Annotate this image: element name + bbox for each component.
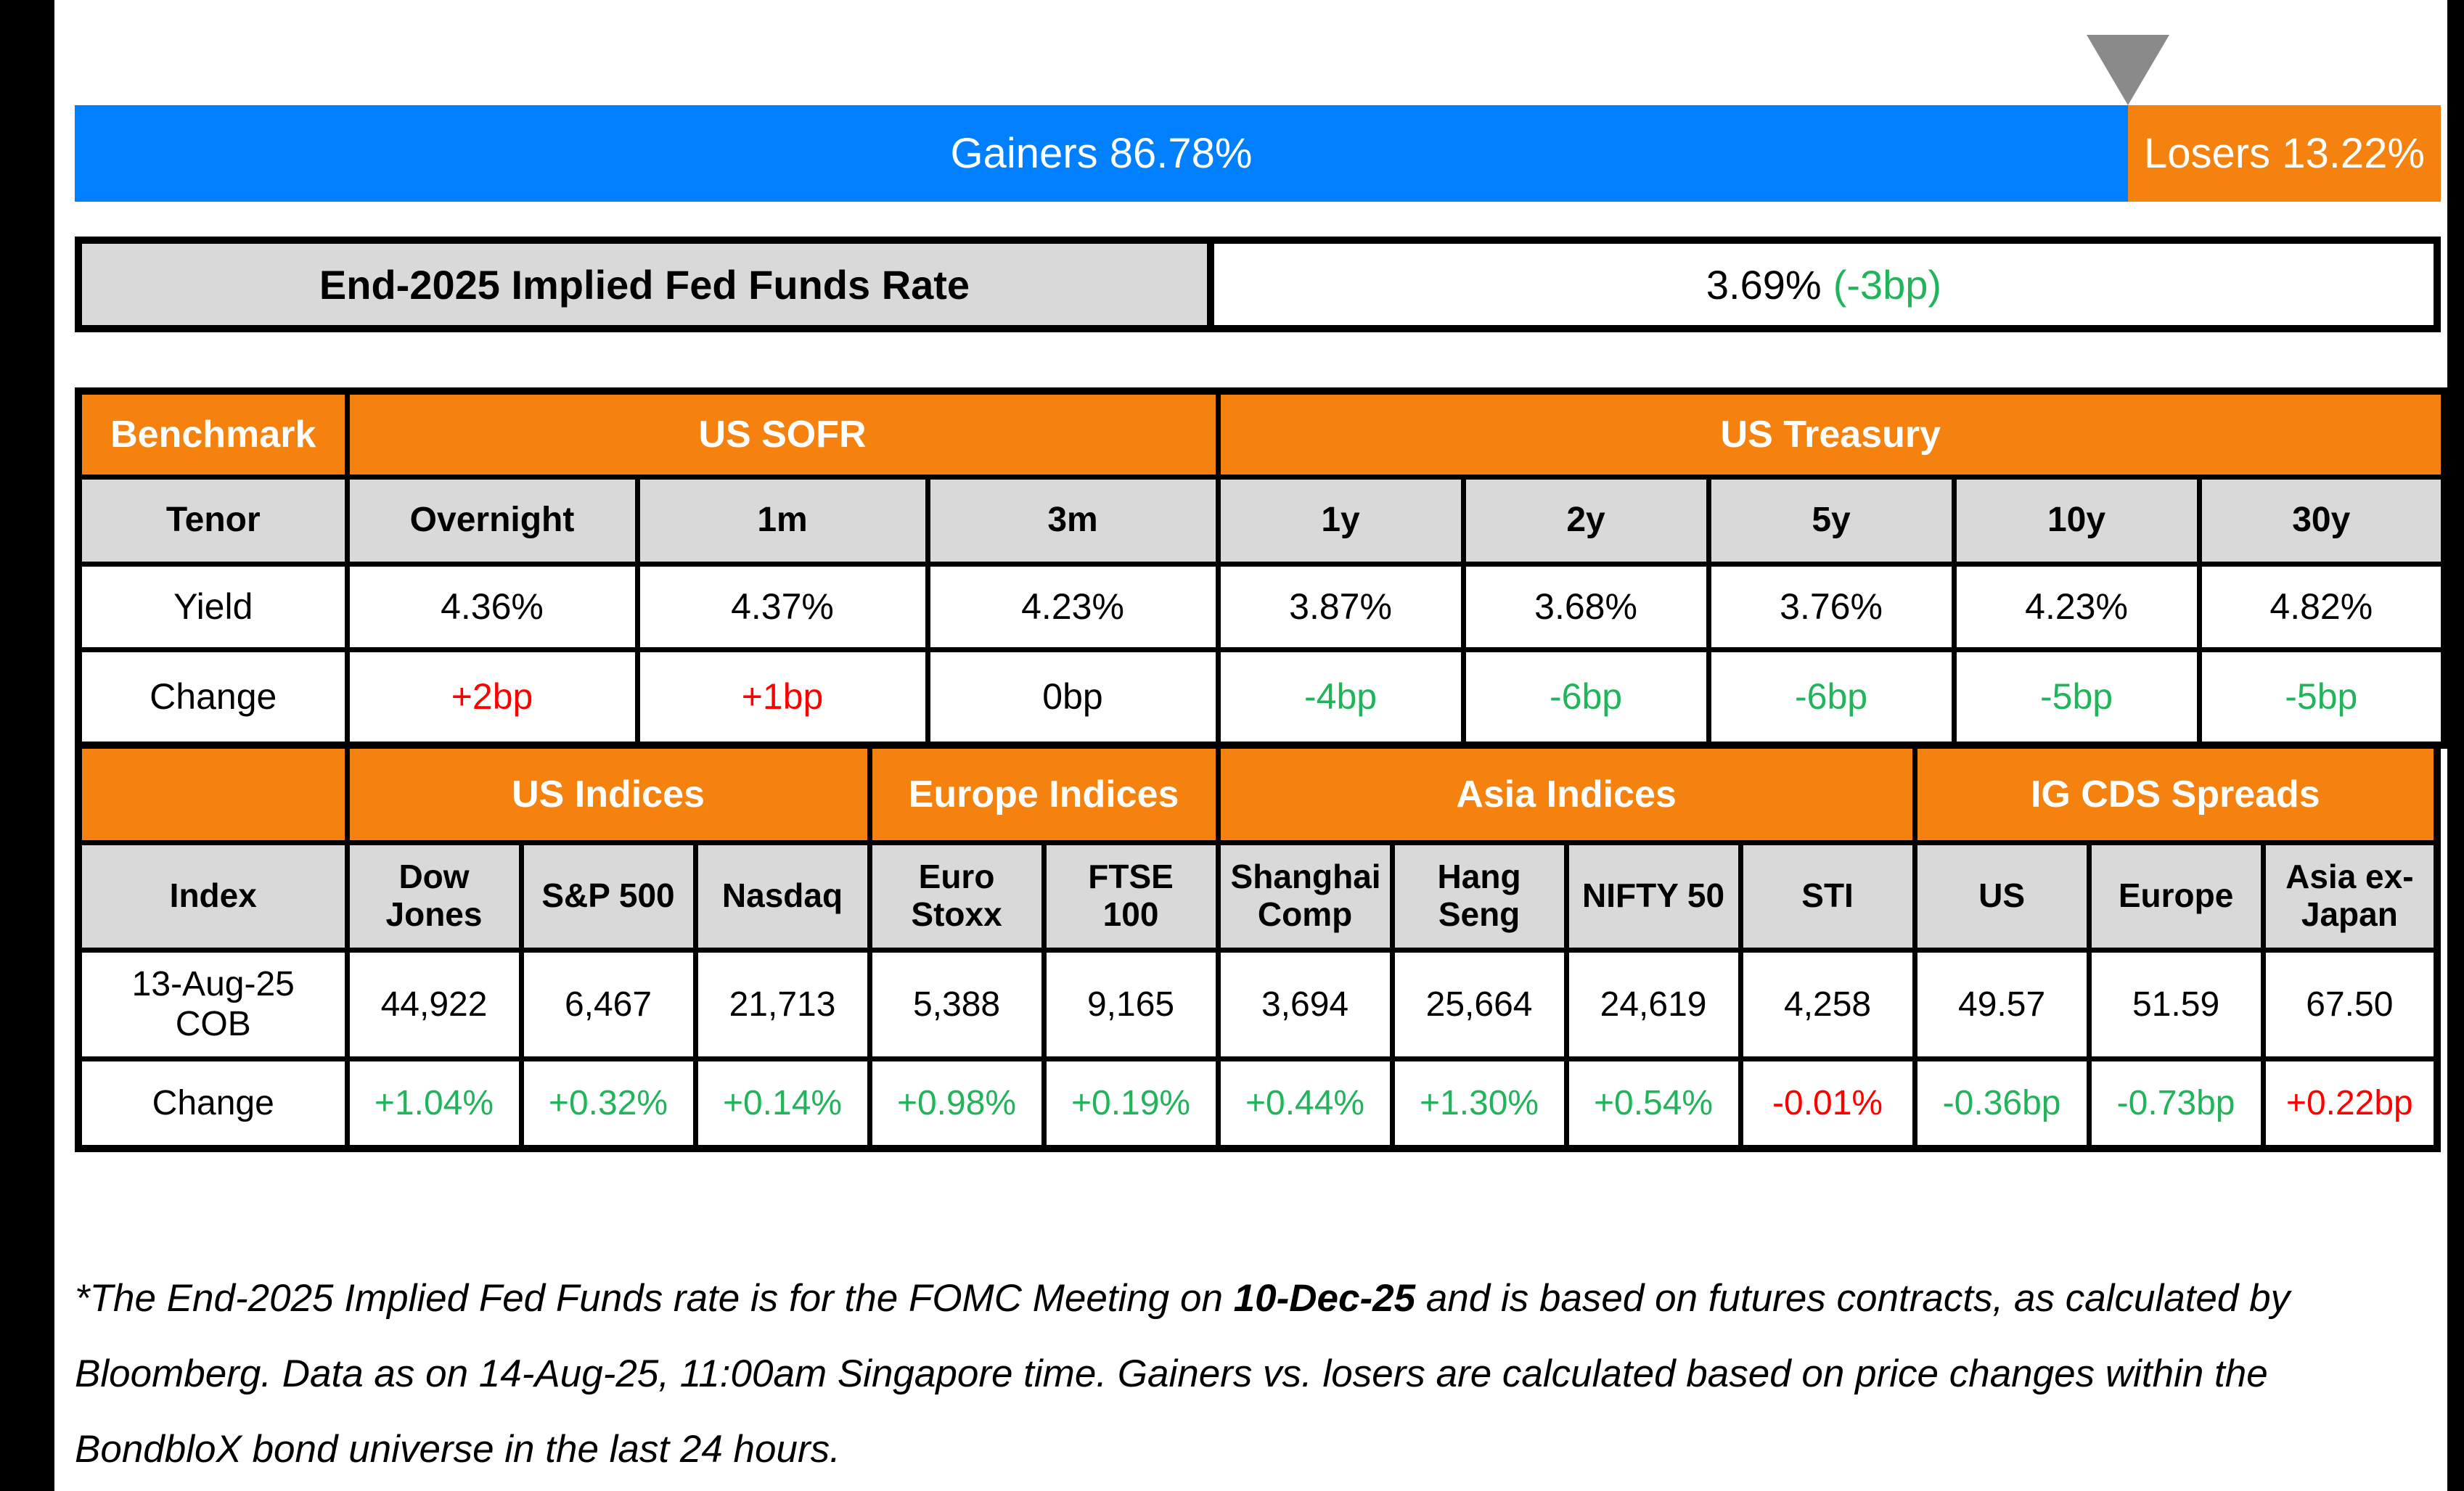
index-change-cell: +0.98% [867,1056,1047,1151]
change-row-label: Change [75,646,350,748]
benchmark-header-cell: Benchmark [75,388,350,480]
index-value-cell: 3,694 [1215,947,1395,1061]
fed-funds-panel: End-2025 Implied Fed Funds Rate 3.69% (-… [75,237,2441,332]
ig-cds-spreads-group-header: IG CDS Spreads [1912,742,2440,845]
cob-row-label: 13-Aug-25 COB [75,947,350,1061]
yield-cell: 3.76% [1706,561,1957,652]
index-value-cell: 49.57 [1912,947,2092,1061]
yield-cell: 4.37% [634,561,930,652]
fed-funds-value: 3.69% (-3bp) [1214,244,2434,325]
change-cell: -6bp [1460,646,1711,748]
index-change-cell: +1.30% [1389,1056,1569,1151]
yield-cell: 3.68% [1460,561,1711,652]
fed-funds-change: (-3bp) [1833,261,1942,308]
index-value-cell: 51.59 [2086,947,2266,1061]
index-value-cell: 25,664 [1389,947,1569,1061]
index-change-cell: -0.36bp [1912,1056,2092,1151]
index-name-cell: FTSE 100 [1041,839,1221,953]
change-row-label: Change [75,1056,350,1151]
losers-label: Losers 13.22% [2144,130,2425,177]
index-change-cell: +0.32% [518,1056,698,1151]
tenor-cell: 10y [1951,474,2202,567]
change-cell: -6bp [1706,646,1957,748]
right-black-border [2447,0,2464,1491]
index-name-cell: Nasdaq [692,839,872,953]
index-name-cell: US [1912,839,2092,953]
tables-section: Benchmark US SOFR US Treasury Tenor Over… [75,387,2449,1152]
index-change-cell: +0.44% [1215,1056,1395,1151]
us-treasury-group-header: US Treasury [1215,388,2447,480]
index-change-cell: -0.73bp [2086,1056,2266,1151]
change-cell: -5bp [1951,646,2202,748]
yield-cell: 3.87% [1215,561,1466,652]
tenor-row-label: Tenor [75,474,350,567]
indices-corner-cell [75,742,350,845]
losers-segment: Losers 13.22% [2128,105,2441,202]
tenor-cell: 5y [1706,474,1957,567]
index-value-cell: 4,258 [1738,947,1917,1061]
us-indices-group-header: US Indices [344,742,872,845]
footnote-text-part1: *The End-2025 Implied Fed Funds rate is … [75,1277,1234,1320]
change-cell: -4bp [1215,646,1466,748]
index-name-cell: S&P 500 [518,839,698,953]
index-value-cell: 67.50 [2260,947,2440,1061]
indices-table: US Indices Europe Indices Asia Indices I… [75,742,2442,1152]
index-row-label: Index [75,839,350,953]
change-cell: -5bp [2196,646,2447,748]
change-cell: +2bp [344,646,640,748]
yield-cell: 4.36% [344,561,640,652]
index-value-cell: 5,388 [867,947,1047,1061]
fed-funds-label: End-2025 Implied Fed Funds Rate [82,244,1214,325]
index-value-cell: 44,922 [344,947,524,1061]
gainers-label: Gainers 86.78% [950,130,1253,177]
footnote-text-part2: and is based on futures contracts, as ca… [75,1277,2291,1471]
europe-indices-group-header: Europe Indices [867,742,1221,845]
index-name-cell: Asia ex-Japan [2260,839,2440,953]
gainers-segment: Gainers 86.78% [75,105,2129,202]
tenor-cell: 2y [1460,474,1711,567]
index-change-cell: -0.01% [1738,1056,1917,1151]
index-value-cell: 21,713 [692,947,872,1061]
index-name-cell: NIFTY 50 [1563,839,1743,953]
index-change-cell: +1.04% [344,1056,524,1151]
fed-funds-rate: 3.69% [1706,261,1822,308]
index-change-cell: +0.19% [1041,1056,1221,1151]
benchmark-table: Benchmark US SOFR US Treasury Tenor Over… [75,387,2449,749]
us-sofr-group-header: US SOFR [344,388,1221,480]
index-name-cell: Europe [2086,839,2266,953]
index-value-cell: 6,467 [518,947,698,1061]
yield-cell: 4.23% [925,561,1221,652]
yield-cell: 4.23% [1951,561,2202,652]
footnote: *The End-2025 Implied Fed Funds rate is … [75,1261,2430,1487]
tenor-cell: 1m [634,474,930,567]
change-cell: +1bp [634,646,930,748]
gainers-losers-bar: Gainers 86.78% Losers 13.22% [75,105,2441,202]
yield-cell: 4.82% [2196,561,2447,652]
change-cell: 0bp [925,646,1221,748]
tenor-cell: Overnight [344,474,640,567]
index-change-cell: +0.22bp [2260,1056,2440,1151]
tenor-cell: 3m [925,474,1221,567]
index-name-cell: Dow Jones [344,839,524,953]
index-change-cell: +0.14% [692,1056,872,1151]
index-name-cell: Euro Stoxx [867,839,1047,953]
index-name-cell: Hang Seng [1389,839,1569,953]
left-black-border [0,0,54,1491]
asia-indices-group-header: Asia Indices [1215,742,1917,845]
tenor-cell: 1y [1215,474,1466,567]
index-value-cell: 9,165 [1041,947,1221,1061]
index-change-cell: +0.54% [1563,1056,1743,1151]
yield-row-label: Yield [75,561,350,652]
gainers-losers-split-marker-icon [2087,35,2169,105]
footnote-fomc-date: 10-Dec-25 [1233,1277,1416,1320]
index-name-cell: STI [1738,839,1917,953]
index-value-cell: 24,619 [1563,947,1743,1061]
tenor-cell: 30y [2196,474,2447,567]
index-name-cell: Shanghai Comp [1215,839,1395,953]
